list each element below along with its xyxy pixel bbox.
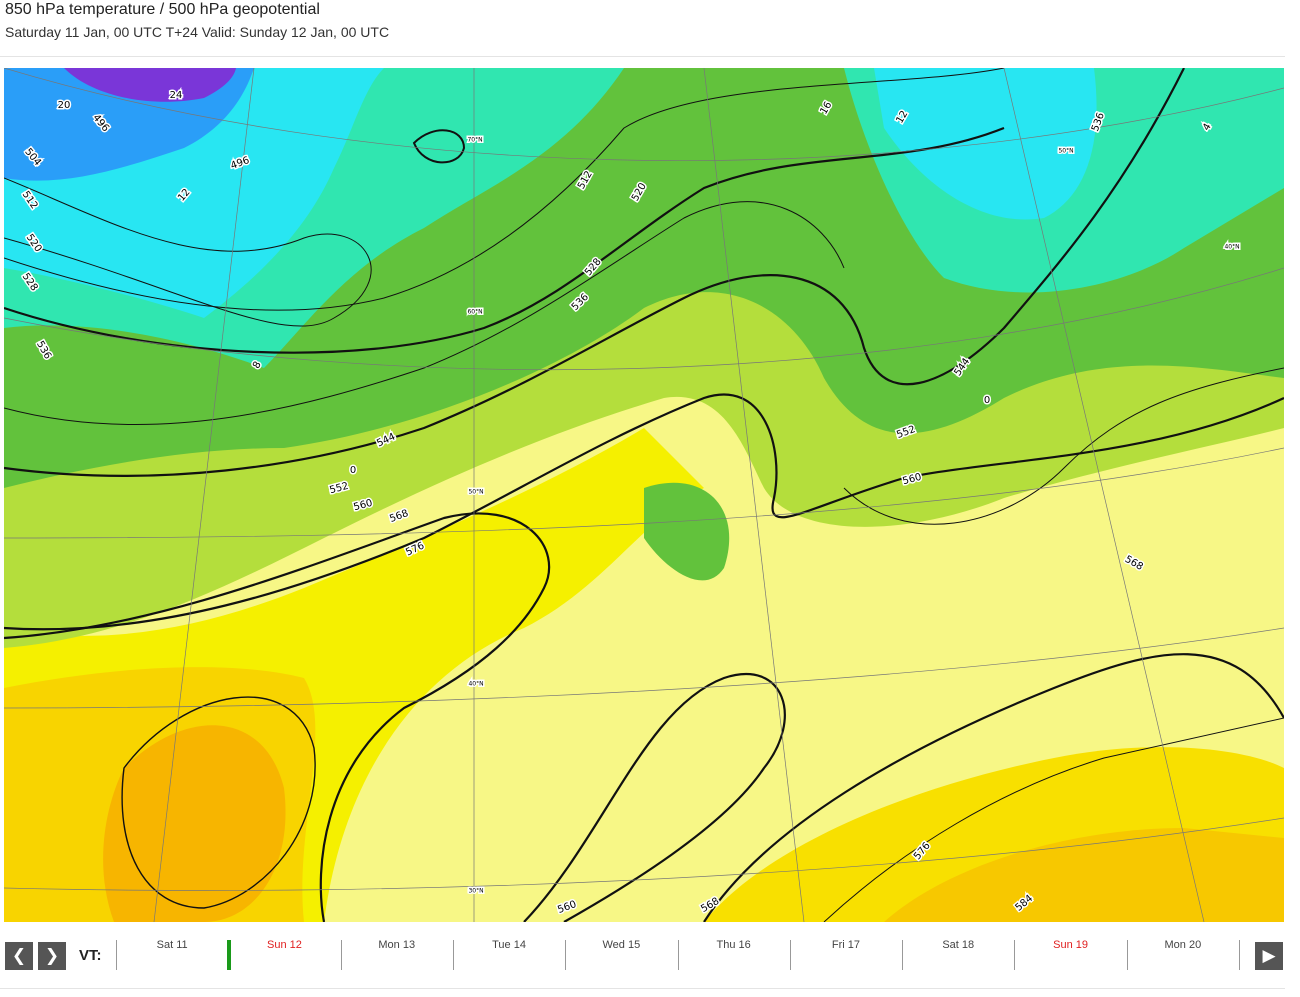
title: 850 hPa temperature / 500 hPa geopotenti… bbox=[5, 1, 320, 18]
tick-separator bbox=[452, 940, 454, 970]
latitude-label: 50°N bbox=[468, 489, 483, 496]
day-label[interactable]: Sun 12 bbox=[267, 939, 302, 951]
day-label[interactable]: Sat 11 bbox=[156, 939, 188, 951]
tick-separator bbox=[1014, 940, 1016, 970]
tick-separator bbox=[340, 940, 342, 970]
tick-separator bbox=[565, 940, 567, 970]
selected-marker bbox=[227, 940, 232, 970]
field-orange bbox=[103, 725, 286, 922]
timeline-label: VT: bbox=[79, 947, 102, 964]
tick-separator bbox=[677, 940, 679, 970]
day-label[interactable]: Mon 13 bbox=[378, 939, 416, 951]
field-cyan-east bbox=[874, 68, 1097, 220]
latitude-label: 40°N bbox=[1224, 244, 1239, 251]
contour-label: 20 bbox=[58, 100, 71, 111]
latitude-label: 30°N bbox=[468, 888, 483, 895]
tick-separator bbox=[1126, 940, 1128, 970]
geopotential-contours bbox=[4, 68, 1284, 922]
latitude-label: 50°N bbox=[1058, 148, 1073, 155]
next-button[interactable]: ❯ bbox=[38, 942, 66, 970]
contour-label: 24 bbox=[170, 90, 183, 101]
day-label[interactable]: Fri 17 bbox=[831, 939, 860, 951]
divider bbox=[0, 988, 1285, 989]
tick-separator bbox=[1239, 940, 1240, 970]
day-label[interactable]: Wed 15 bbox=[602, 939, 641, 951]
tick-separator bbox=[902, 940, 904, 970]
divider bbox=[0, 56, 1285, 57]
day-label[interactable]: Sun 19 bbox=[1053, 939, 1088, 951]
day-label[interactable]: Mon 20 bbox=[1164, 939, 1202, 951]
timeline: ❮ ❯ VT: ▶ Sat 11 Sun 12 Mon 13 Tue 14 Wed 15… bbox=[0, 930, 1300, 980]
weather-map[interactable]: 4965045125205285364965445525605685765125… bbox=[4, 68, 1284, 922]
prev-button[interactable]: ❮ bbox=[5, 942, 33, 970]
contour-label: 0 bbox=[350, 465, 356, 476]
contour-label: 0 bbox=[984, 395, 990, 406]
field-violet bbox=[64, 68, 236, 102]
latitude-label: 70°N bbox=[467, 137, 482, 144]
play-button[interactable]: ▶ bbox=[1255, 942, 1283, 970]
day-label[interactable]: Tue 14 bbox=[492, 939, 526, 951]
field-green-alps bbox=[644, 482, 730, 581]
field-gold-east bbox=[884, 828, 1284, 922]
temperature-field bbox=[4, 68, 1284, 922]
graticule bbox=[4, 68, 1284, 922]
tick-separator bbox=[116, 940, 117, 970]
day-label[interactable]: Sat 18 bbox=[942, 939, 975, 951]
tick-separator bbox=[789, 940, 791, 970]
day-label[interactable]: Thu 16 bbox=[716, 939, 751, 951]
subtitle: Saturday 11 Jan, 00 UTC T+24 Valid: Sund… bbox=[5, 24, 390, 40]
latitude-label: 60°N bbox=[467, 309, 482, 316]
latitude-label: 40°N bbox=[468, 681, 483, 688]
